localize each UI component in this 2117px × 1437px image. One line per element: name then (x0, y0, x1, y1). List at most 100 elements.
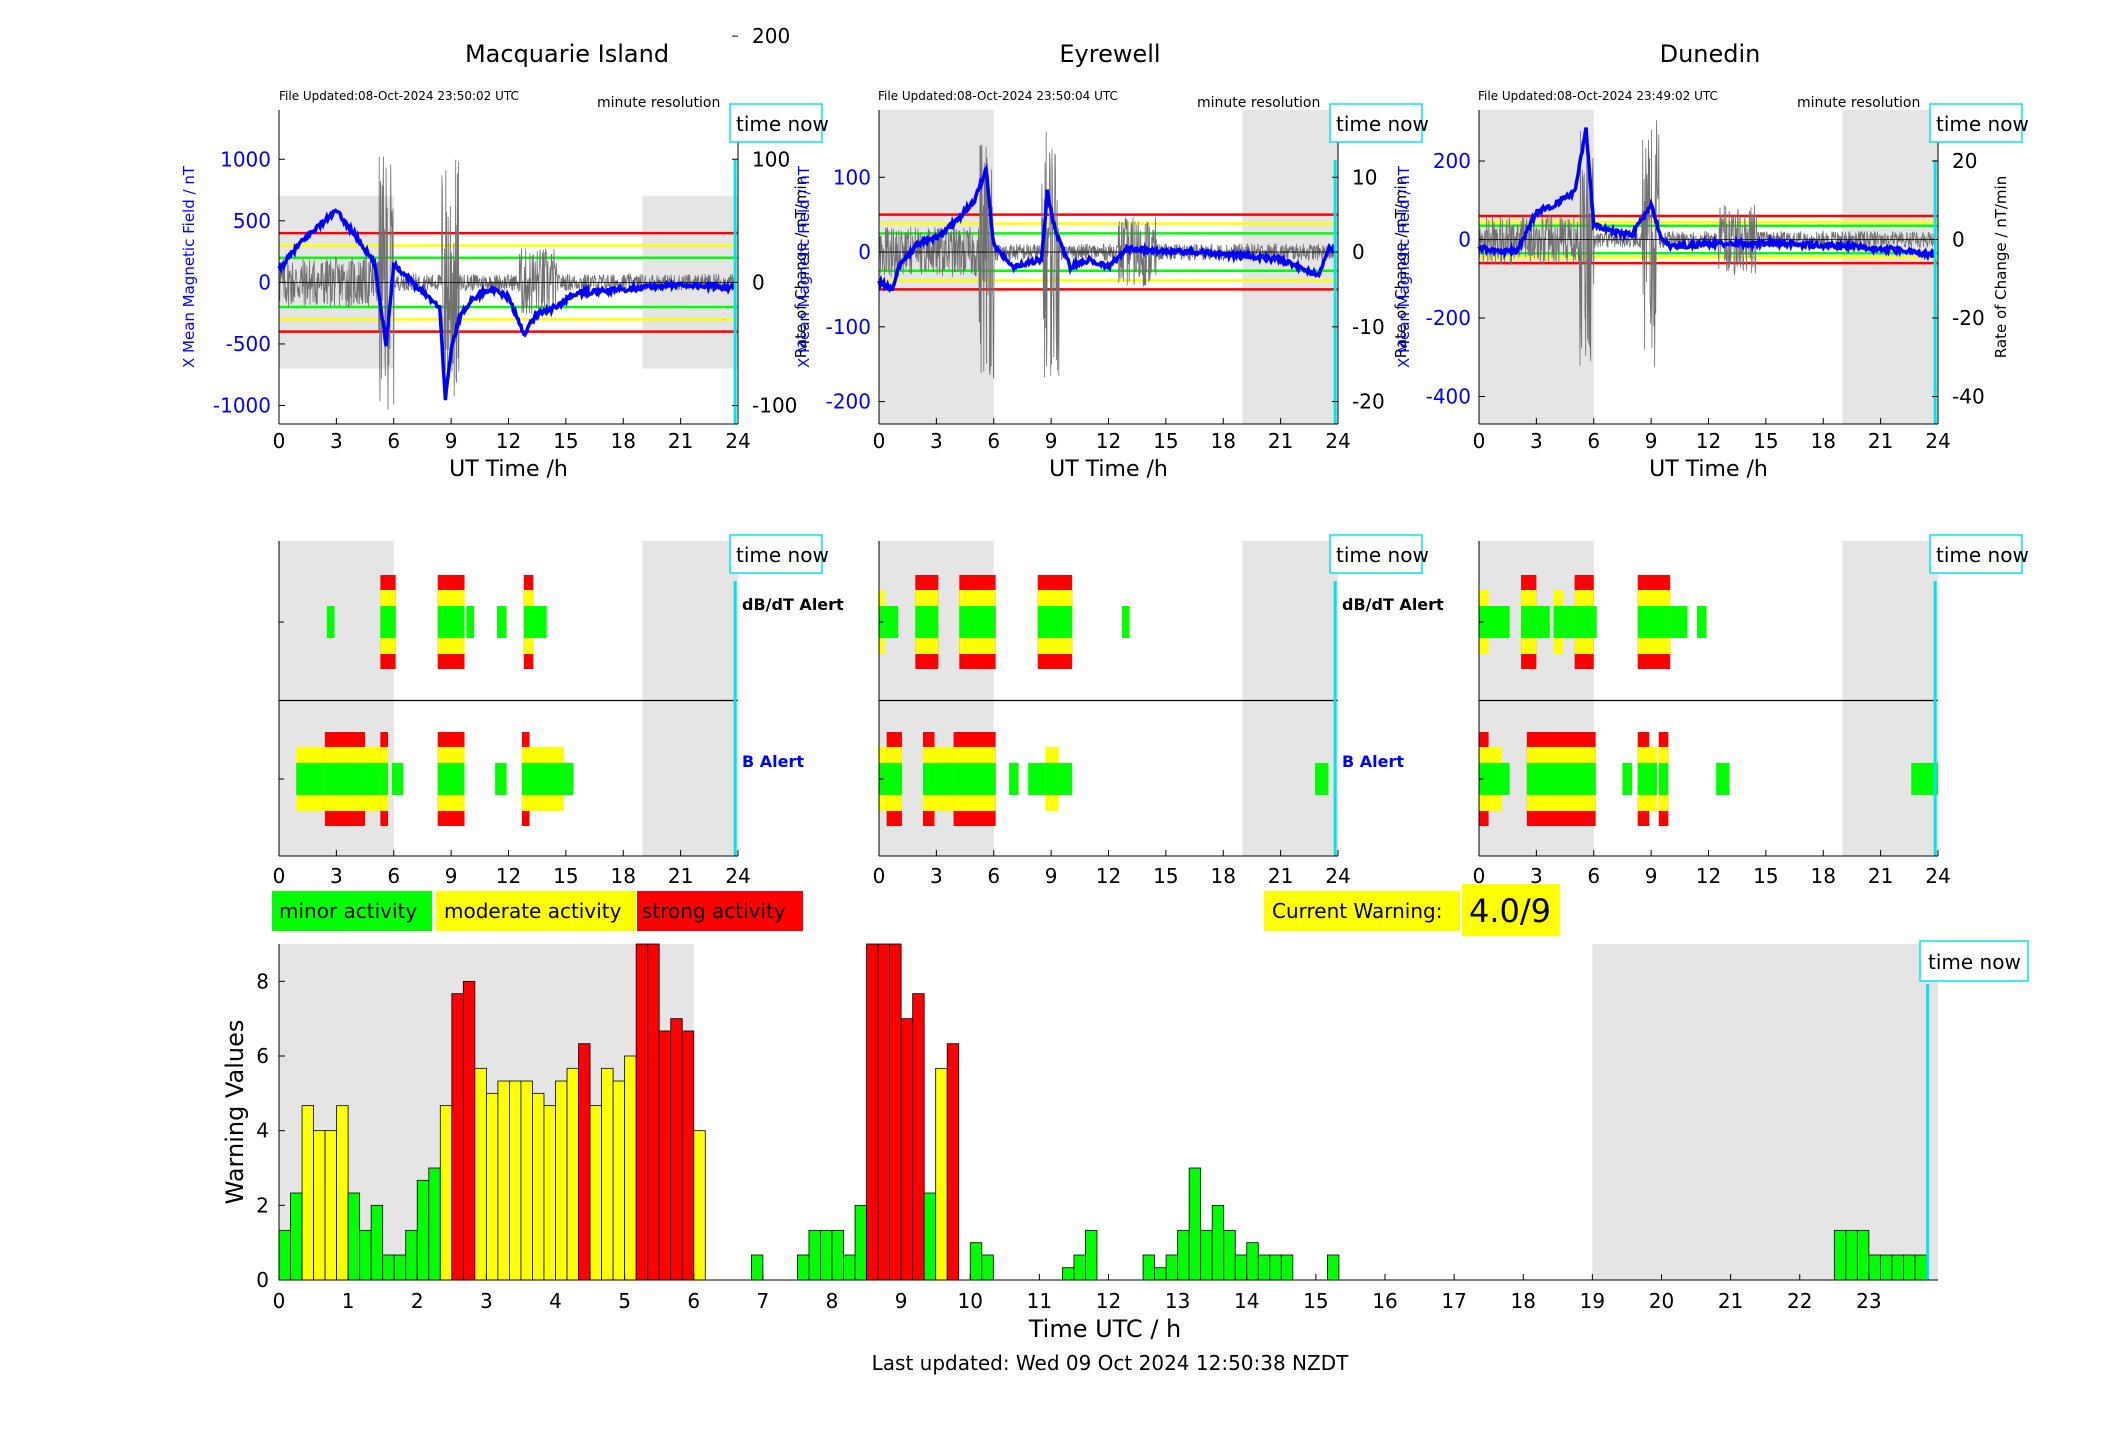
resolution-label: minute resolution (597, 95, 720, 111)
warning-bar (497, 1080, 510, 1281)
y-tick-label-left: -200 (1426, 306, 1471, 330)
warning-bar (935, 1067, 948, 1281)
y-axis-label-right: Rate of Change / nT/min (792, 176, 810, 358)
warning-bar (509, 1080, 522, 1281)
time-now-label: time now (1928, 950, 2021, 974)
x-tick-label: 3 (330, 429, 343, 453)
y-tick-label-left: -500 (226, 332, 271, 356)
warning-bar (820, 1229, 833, 1281)
x-tick-label: 12 (496, 864, 521, 888)
b-alert-minor-block (886, 763, 902, 795)
rate-of-change-trace (878, 131, 1337, 379)
warning-bar (797, 1254, 810, 1281)
dbdt-alert-minor-block (437, 606, 465, 638)
y-tick-label-right: 0 (1952, 228, 1965, 252)
warning-bar (612, 1080, 626, 1281)
warning-bar (1154, 1267, 1167, 1281)
x-tick-label: 18 (1811, 864, 1836, 888)
time-now-box (1329, 103, 1423, 143)
b-alert-minor-block (1716, 763, 1730, 795)
legend-swatch-minor (272, 891, 432, 931)
b-alert-minor-block (1028, 763, 1046, 795)
rate-of-change-trace (278, 156, 737, 410)
warning-bar (969, 1242, 983, 1281)
x-tick-label: 3 (930, 429, 943, 453)
y-tick-label-left: 500 (233, 209, 271, 233)
chart-ylabel: Warning Values (221, 1020, 249, 1205)
alert-panel-dunedin: 0 3 6 9 12 15 18 21 24 time now (1473, 534, 2029, 888)
legend-minor-label: minor activity (279, 899, 417, 923)
x-tick-label: 19 (1580, 1289, 1605, 1313)
x-tick-label: 0 (1473, 864, 1486, 888)
warning-bar (854, 1204, 867, 1281)
y-tick-label-left: -100 (826, 315, 871, 339)
dbdt-alert-minor-block (1697, 606, 1707, 638)
dbdt-alert-minor-block (523, 606, 534, 638)
b-alert-minor-block (521, 763, 530, 795)
x-tick-label: 9 (1045, 864, 1058, 888)
dbdt-alert-minor-block (1563, 606, 1575, 638)
mean-field-trace (877, 162, 1337, 293)
x-tick-label: 9 (1645, 429, 1658, 453)
b-alert-minor-block (1488, 763, 1502, 795)
dbdt-alert-minor-block (533, 606, 547, 638)
x-tick-label: 6 (987, 864, 1000, 888)
night-shade (1842, 110, 1938, 424)
warning-bar (900, 1018, 914, 1281)
night-shade (1479, 110, 1594, 424)
activity-legend: minor activity moderate activity strong … (272, 891, 803, 931)
b-alert-minor-block (1501, 763, 1510, 795)
warning-bar (543, 1105, 556, 1281)
x-tick-label: 6 (387, 864, 400, 888)
b-alert-minor-block (563, 763, 574, 795)
warning-bar (324, 1130, 338, 1281)
dbdt-alert-minor-block (1121, 606, 1130, 638)
time-now-label: time now (1936, 543, 2029, 567)
warning-bar (532, 1092, 545, 1281)
night-shade (1242, 541, 1338, 856)
last-updated: Last updated: Wed 09 Oct 2024 12:50:38 N… (872, 1351, 1349, 1375)
b-alert-minor-block (296, 763, 325, 795)
x-tick-label: 3 (330, 864, 343, 888)
station-title: Macquarie Island (465, 40, 669, 68)
y-tick-label-right: 0 (752, 270, 765, 294)
y-tick-label-left: 100 (833, 165, 871, 189)
warning-bar (290, 1192, 303, 1281)
b-alert-minor-block (1649, 763, 1657, 795)
x-tick-label: 15 (1303, 1289, 1328, 1313)
x-axis-label: UT Time /h (1649, 457, 1768, 482)
x-tick-label: 22 (1787, 1289, 1812, 1313)
warning-bar (693, 1130, 706, 1281)
x-tick-label: 10 (958, 1289, 983, 1313)
x-tick-label: 5 (618, 1289, 631, 1313)
x-tick-label: 9 (1045, 429, 1058, 453)
b-alert-minor-block (324, 763, 366, 795)
x-tick-label: 3 (480, 1289, 493, 1313)
x-tick-label: 9 (445, 429, 458, 453)
time-now-label: time now (1336, 112, 1429, 136)
b-alert-minor-block (1058, 763, 1073, 795)
x-tick-label: 15 (1153, 864, 1178, 888)
y-tick-label-right: -100 (752, 394, 797, 418)
legend-swatch-strong (637, 891, 803, 931)
x-tick-label: 16 (1372, 1289, 1397, 1313)
warning-bar (347, 1192, 361, 1281)
x-tick-label: 23 (1856, 1289, 1881, 1313)
time-now-box (1929, 534, 2023, 574)
b-alert-minor-block (1315, 763, 1329, 795)
y-tick-label-right: 200 (752, 24, 790, 48)
time-now-label: time now (736, 112, 829, 136)
b-alert-minor-block (922, 763, 935, 795)
warning-bar (578, 1043, 591, 1281)
warning-bar (1326, 1254, 1340, 1281)
dbdt-alert-minor-block (1553, 606, 1564, 638)
x-tick-label: 21 (1718, 1289, 1743, 1313)
b-alert-minor-block (365, 763, 381, 795)
y-tick-label-left: 0 (858, 240, 871, 264)
x-tick-label: 24 (725, 864, 750, 888)
b-alert-minor-block (495, 763, 507, 795)
dbdt-alert-label: dB/dT Alert (742, 595, 844, 614)
dbdt-alert-minor-block (380, 606, 396, 638)
x-tick-label: 13 (1165, 1289, 1190, 1313)
x-tick-label: 18 (1811, 429, 1836, 453)
